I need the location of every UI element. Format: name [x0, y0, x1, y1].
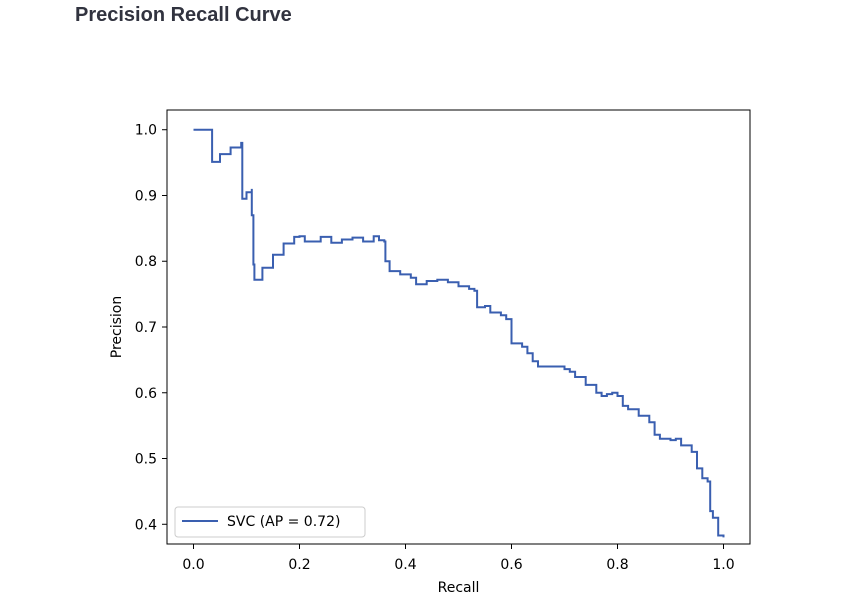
x-tick-label: 0.8: [606, 557, 628, 573]
y-tick-label: 0.8: [135, 254, 157, 270]
legend: SVC (AP = 0.72): [174, 506, 366, 538]
y-axis-label: Precision: [109, 296, 125, 358]
plot-frame: [166, 109, 751, 545]
x-tick-label: 0.6: [500, 557, 522, 573]
legend-box: [174, 506, 366, 538]
x-axis-ticks: 0.0 0.2 0.4 0.6 0.8 1.0: [182, 544, 735, 573]
x-tick-label: 0.2: [288, 557, 310, 573]
page-title: Precision Recall Curve: [75, 4, 292, 26]
y-tick-label: 0.6: [135, 386, 157, 402]
y-tick-label: 0.7: [135, 320, 157, 336]
y-axis-ticks: 0.4 0.5 0.6 0.7 0.8 0.9 1.0: [135, 123, 167, 533]
y-tick-label: 0.5: [135, 452, 157, 468]
y-tick-label: 0.4: [135, 517, 157, 533]
x-axis-label: Recall: [438, 580, 480, 596]
y-tick-label: 0.9: [135, 188, 157, 204]
legend-label-svc: SVC (AP = 0.72): [227, 514, 340, 530]
x-tick-label: 0.4: [394, 557, 416, 573]
series-line-svc: [193, 128, 725, 538]
x-tick-label: 0.0: [182, 557, 204, 573]
x-tick-label: 1.0: [712, 557, 734, 573]
y-tick-label: 1.0: [135, 123, 157, 139]
